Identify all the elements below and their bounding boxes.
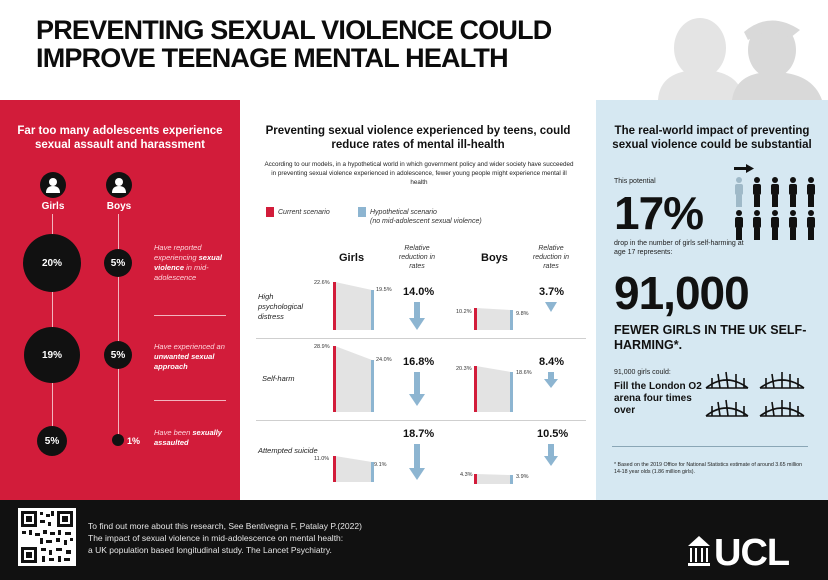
divider xyxy=(154,400,226,401)
middle-panel xyxy=(240,100,596,500)
page-title: PREVENTING SEXUAL VIOLENCE COULD IMPROVE… xyxy=(36,16,556,72)
row-label: Self-harm xyxy=(262,374,295,383)
boys-current-value: 4.3% xyxy=(460,472,473,478)
boys-current-value: 10.2% xyxy=(456,309,472,315)
boys-reduction-value: 8.4% xyxy=(539,356,565,368)
boys-hypothetical-value: 9.8% xyxy=(516,311,529,317)
left-heading: Far too many adolescents experience sexu… xyxy=(17,125,223,151)
row-divider xyxy=(256,420,586,421)
girls-hypothetical-value: 9.1% xyxy=(374,462,387,468)
legend-current-swatch xyxy=(266,207,274,217)
legend-hypothetical-label: Hypothetical scenario (no mid-adolescent … xyxy=(370,209,482,225)
down-arrow-icon xyxy=(409,372,425,406)
potential-label: This potential xyxy=(614,178,656,185)
boys-slope-chart xyxy=(474,366,513,412)
boys-hypothetical-value: 3.9% xyxy=(516,474,529,480)
girls-stat-circle: 5% xyxy=(37,426,67,456)
stat-note: Have reported experiencing sexual violen… xyxy=(154,243,222,282)
o2-arena-text: Fill the London O2 arena four times over xyxy=(614,381,702,416)
stat-note: Have been sexually assaulted xyxy=(154,428,222,447)
footnote: * Based on the 2019 Office for National … xyxy=(614,462,803,475)
down-arrow-icon xyxy=(409,302,425,330)
girls-reduction-value: 16.8% xyxy=(403,356,435,368)
down-arrow-icon xyxy=(544,372,558,388)
title-line-1: PREVENTING SEXUAL VIOLENCE COULD xyxy=(36,15,552,45)
ucl-logo: UCL xyxy=(714,532,790,574)
arena-icons xyxy=(705,371,805,417)
boys-stat-circle: 5% xyxy=(104,249,132,277)
middle-heading: Preventing sexual violence experienced b… xyxy=(265,125,571,151)
legend-current-label: Current scenario xyxy=(278,209,330,216)
boys-reduction-value: 10.5% xyxy=(537,428,569,440)
fewer-girls-text: FEWER GIRLS IN THE UK SELF-HARMING*. xyxy=(614,323,807,352)
fewer-girls-number: 91,000 xyxy=(614,267,750,319)
boys-current-value: 20.3% xyxy=(456,366,472,372)
girls-reduction-value: 18.7% xyxy=(403,428,435,440)
girls-relative-header: Relative reduction in rates xyxy=(398,245,436,270)
middle-intro: According to our models, in a hypothetic… xyxy=(264,161,574,186)
girls-slope-chart xyxy=(333,282,374,330)
stat-note: Have experienced an unwanted sexual appr… xyxy=(154,342,225,371)
ucl-portico-icon xyxy=(688,536,710,566)
legend-hypothetical-swatch xyxy=(358,207,366,217)
girls-column-header: Girls xyxy=(339,252,365,264)
girls-could-label: 91,000 girls could: xyxy=(614,369,671,376)
boys-stat-circle: 5% xyxy=(104,341,132,369)
boys-reduction-value: 3.7% xyxy=(539,286,565,298)
girls-stat-circle: 20% xyxy=(23,234,81,292)
boys-stat-value: 1% xyxy=(127,436,141,446)
girl-avatar-icon xyxy=(40,172,66,198)
row-label: Attempted suicide xyxy=(258,446,318,455)
down-arrow-icon xyxy=(409,444,425,480)
boys-relative-header: Relative reduction in rates xyxy=(532,245,570,270)
girls-current-value: 22.6% xyxy=(314,280,330,286)
girls-reduction-value: 14.0% xyxy=(403,286,435,298)
people-figures-icon xyxy=(735,177,815,240)
girls-label: Girls xyxy=(41,201,65,212)
footnote-divider xyxy=(612,446,808,447)
boys-stat-dot xyxy=(112,434,124,446)
down-arrow-icon xyxy=(545,302,557,312)
girls-current-value: 28.9% xyxy=(314,344,330,350)
row-divider xyxy=(256,338,586,339)
girls-slope-chart xyxy=(333,456,374,482)
down-arrow-icon xyxy=(544,444,558,466)
boys-column-header: Boys xyxy=(481,252,508,264)
boys-line xyxy=(118,214,119,444)
boys-slope-chart xyxy=(474,474,513,484)
reference-text: To find out more about this research, Se… xyxy=(88,521,362,555)
right-heading: The real-world impact of preventing sexu… xyxy=(612,125,812,151)
girls-stat-circle: 19% xyxy=(24,327,80,383)
percent-drop: 17% xyxy=(614,187,704,239)
girls-slope-chart xyxy=(333,346,374,412)
footer xyxy=(0,500,828,580)
boys-slope-chart xyxy=(474,308,513,330)
right-panel xyxy=(596,100,828,500)
boy-avatar-icon xyxy=(106,172,132,198)
arrow-right-icon xyxy=(734,164,754,173)
drop-text: drop in the number of girls self-harming… xyxy=(614,240,744,256)
divider xyxy=(154,315,226,316)
girls-hypothetical-value: 24.0% xyxy=(376,357,392,363)
silhouette-icon xyxy=(658,18,822,100)
girls-current-value: 11.0% xyxy=(314,456,330,462)
boys-hypothetical-value: 18.6% xyxy=(516,370,532,376)
row-label: High psychological distress xyxy=(258,292,304,321)
qr-code-icon[interactable] xyxy=(18,508,76,566)
title-line-2: IMPROVE TEENAGE MENTAL HEALTH xyxy=(36,43,509,73)
girls-hypothetical-value: 19.5% xyxy=(376,287,392,293)
boys-label: Boys xyxy=(106,201,132,212)
